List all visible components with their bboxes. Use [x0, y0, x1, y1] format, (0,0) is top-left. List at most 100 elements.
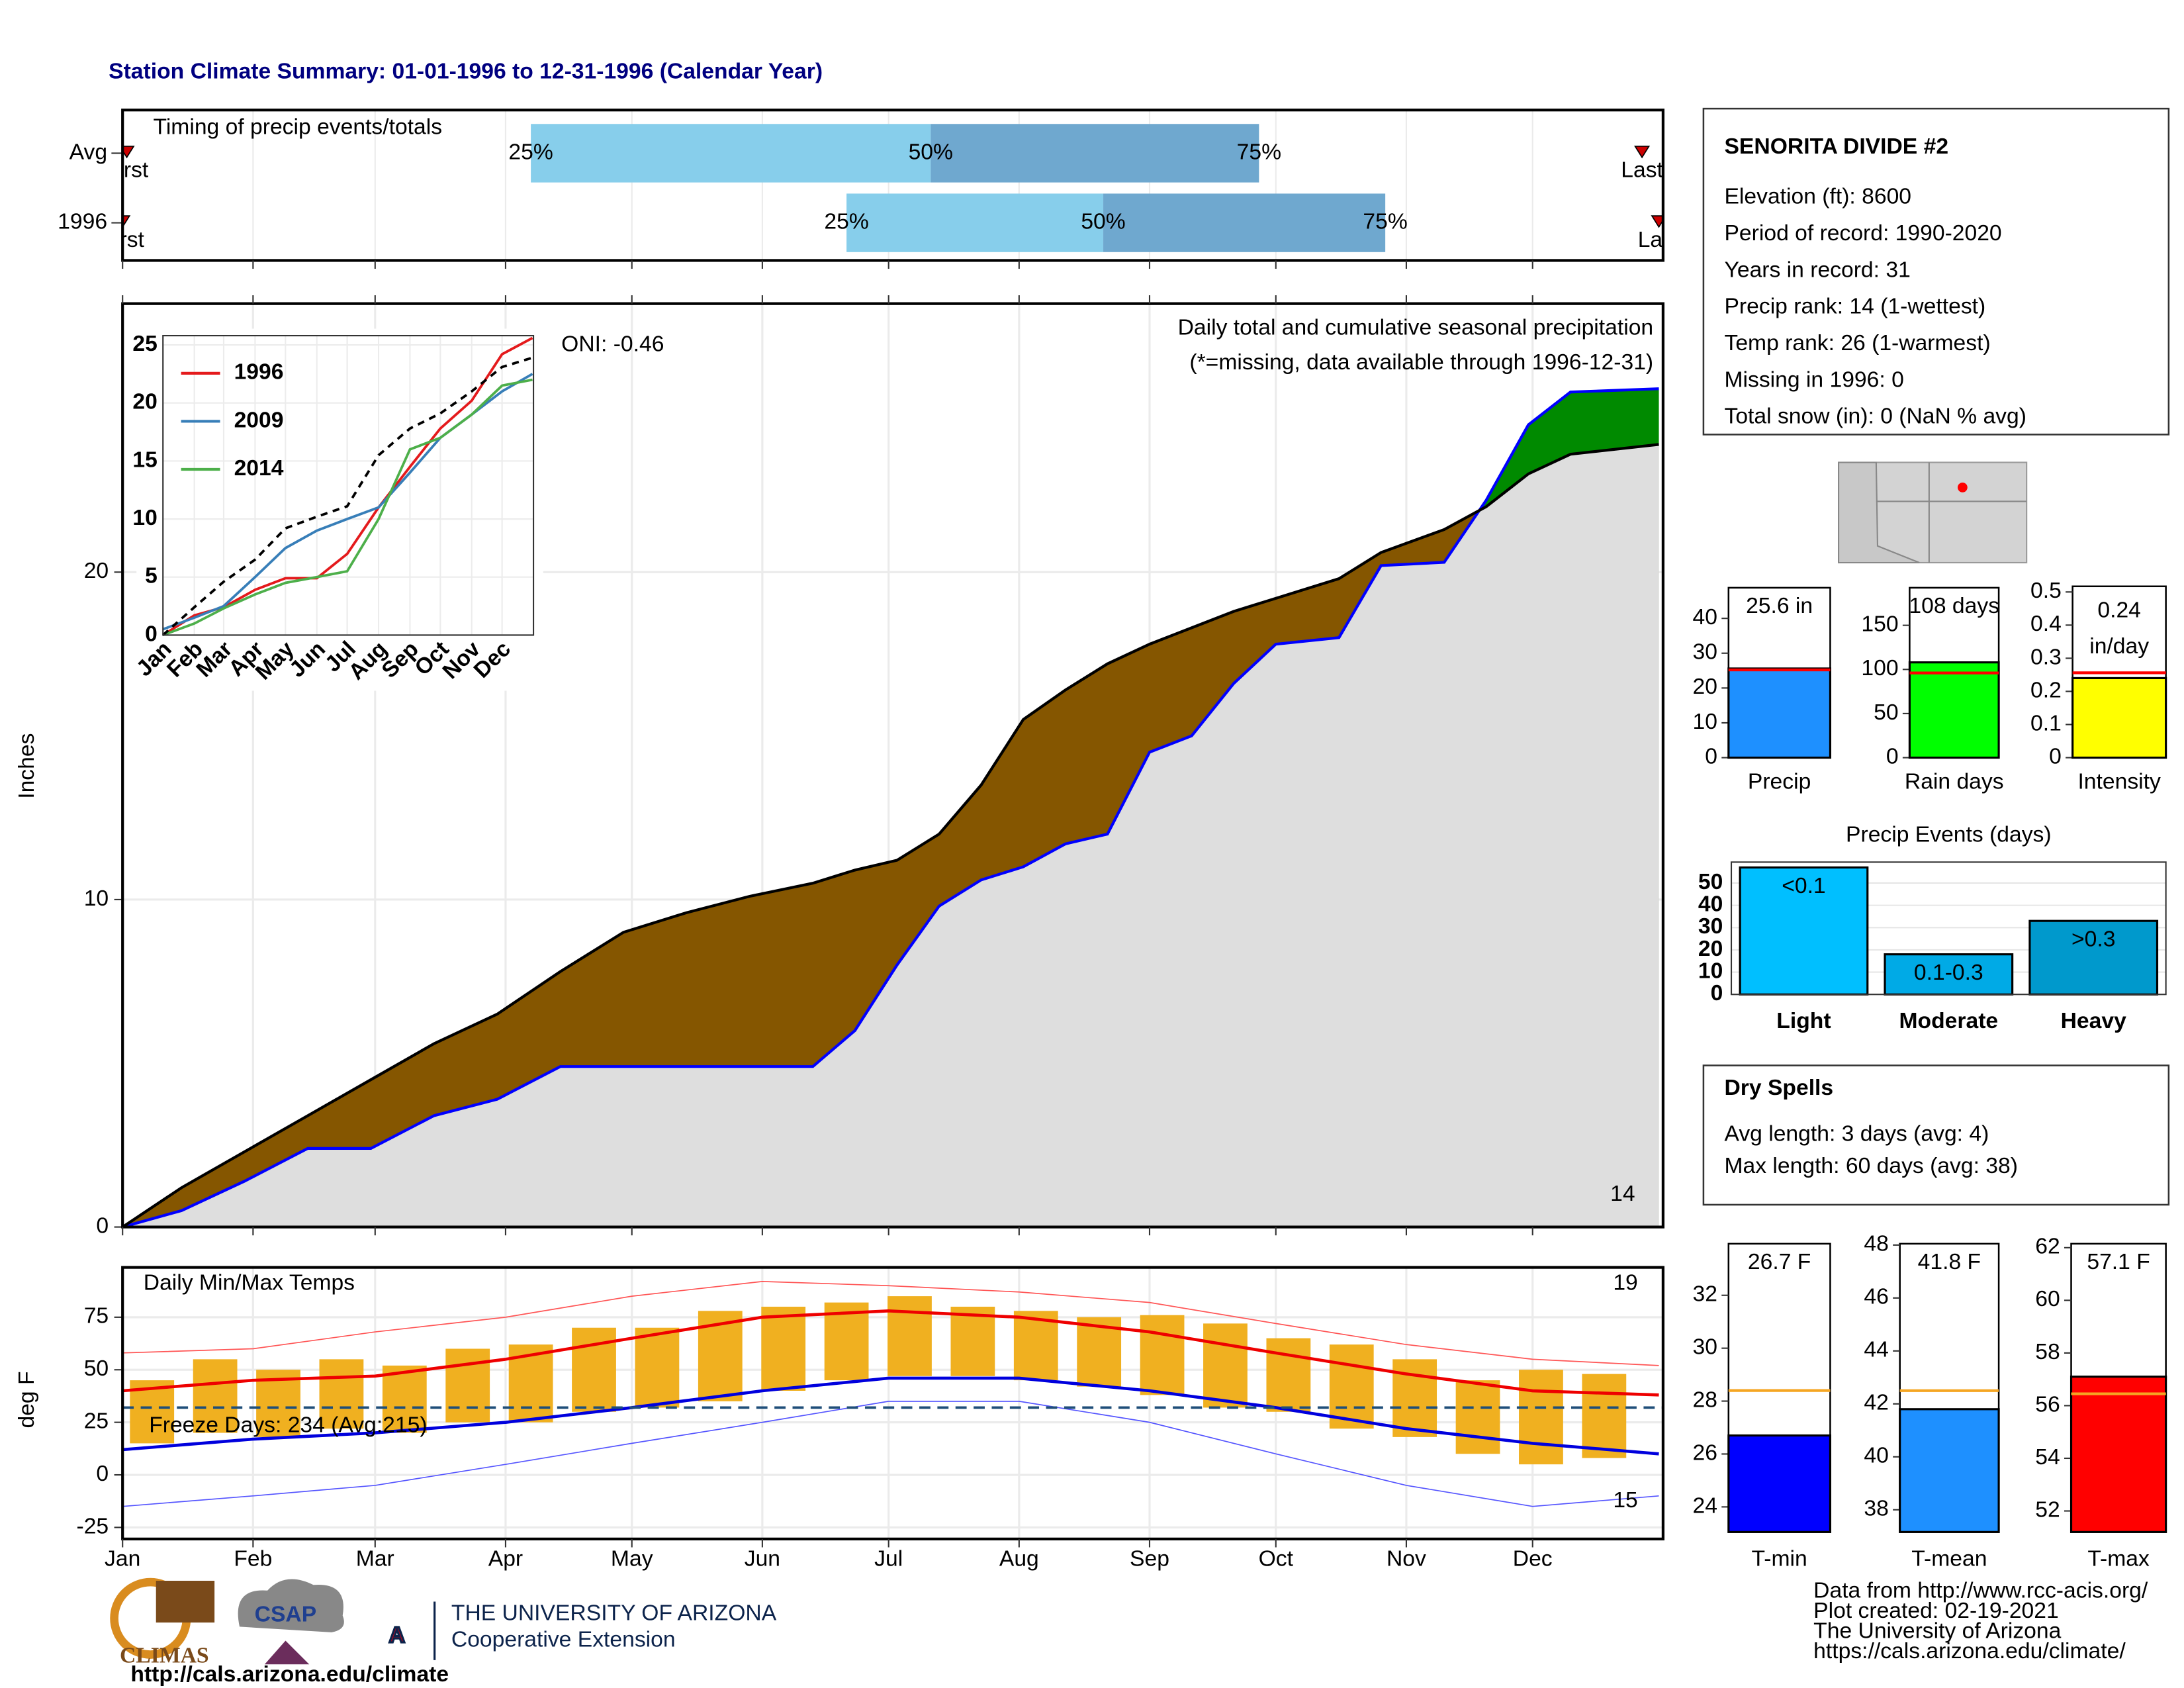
y-axis-label: deg F [15, 1371, 39, 1428]
quartile-label: 75% [1237, 140, 1281, 164]
y-tick-label: 30 [1698, 914, 1723, 939]
legend-label: 1996 [234, 360, 284, 385]
chart-title: Precip Events (days) [1846, 822, 2052, 847]
inset-line [161, 356, 533, 636]
y-axis-label: Inches [15, 733, 39, 799]
quartile-bar [531, 124, 931, 183]
y-tick-label: 50 [1698, 870, 1723, 894]
gauge-label: Precip [1748, 769, 1811, 794]
footer-line: https://cals.arizona.edu/climate/ [1813, 1639, 2126, 1664]
y-tick-label: 56 [2035, 1392, 2060, 1417]
dry-spells-line: Max length: 60 days (avg: 38) [1724, 1154, 2017, 1178]
temp-range-bar [382, 1365, 427, 1433]
min-note: 15 [1613, 1488, 1637, 1513]
x-tick-label: Jun [745, 1546, 780, 1571]
plot-frame [121, 302, 1664, 1229]
y-tick-label: 0.1 [2030, 711, 2062, 735]
base-area [122, 444, 1659, 1227]
x-tick-label: Aug [999, 1546, 1039, 1571]
gauge-bar [1727, 667, 1832, 759]
y-tick-label: 0.2 [2030, 678, 2062, 702]
y-tick-label: 10 [84, 886, 109, 911]
y-tick-label: 50 [84, 1356, 109, 1381]
x-tick-label: Mar [356, 1546, 394, 1571]
dry-spells-box [1702, 1064, 2170, 1206]
y-tick-label: 38 [1864, 1497, 1888, 1521]
y-tick-label: 100 [1861, 656, 1898, 680]
gauge-label: Rain days [1905, 769, 2004, 794]
station-line: Total snow (in): 0 (NaN % avg) [1724, 404, 2026, 429]
y-tick-label: 10 [132, 506, 157, 530]
gauge-label: T-min [1752, 1546, 1807, 1571]
gauge-bar [2071, 677, 2167, 759]
y-tick-label: 0 [145, 622, 158, 646]
station-box [1702, 107, 2170, 436]
temp-range-bar [1392, 1359, 1437, 1437]
oni-annotation: ONI: -0.46 [561, 332, 664, 357]
legend-label: 2014 [234, 456, 284, 481]
quartile-label: 25% [824, 210, 868, 234]
y-tick-label: 0 [1886, 744, 1899, 769]
station-line: Missing in 1996: 0 [1724, 367, 1903, 392]
x-tick-label: May [611, 1546, 653, 1571]
x-tick-label: Nov [1387, 1546, 1426, 1571]
station-name: SENORITA DIVIDE #2 [1724, 134, 1948, 159]
y-tick-label: 20 [1698, 937, 1723, 961]
y-tick-label: 54 [2035, 1445, 2060, 1470]
x-tick-label: Heavy [2061, 1009, 2126, 1033]
quartile-label: 50% [1081, 210, 1125, 234]
temp-range-bar [1329, 1344, 1374, 1429]
temp-range-bar [1582, 1374, 1627, 1458]
corner-note: 14 [1610, 1182, 1635, 1206]
gauge-bar [1727, 1434, 1832, 1533]
gauge-bar [1899, 1408, 2000, 1533]
timing-title: Timing of precip events/totals [154, 115, 443, 139]
temp-line [122, 1309, 1659, 1397]
y-tick-label: 62 [2035, 1235, 2060, 1259]
y-tick-label: 48 [1864, 1232, 1888, 1256]
y-tick-label: 25 [84, 1409, 109, 1434]
y-tick-label: 0 [1705, 744, 1717, 769]
gauge-label: Intensity [2077, 769, 2161, 794]
gauge-label: T-mean [1911, 1546, 1987, 1571]
y-tick-label: 10 [1698, 959, 1723, 983]
y-tick-label: 25 [132, 332, 157, 356]
y-tick-label: 20 [84, 559, 109, 583]
y-tick-label: 58 [2035, 1340, 2060, 1364]
quartile-label: 75% [1363, 210, 1407, 234]
y-tick-label: 46 [1864, 1285, 1888, 1309]
inset-frame [162, 335, 535, 636]
temp-range-bar [950, 1306, 995, 1376]
chart-subtitle: (*=missing, data available through 1996-… [1189, 350, 1653, 375]
plot-frame [121, 109, 1664, 262]
bar [1739, 866, 1869, 996]
footer-line: The University of Arizona [1813, 1619, 2061, 1644]
y-tick-label: 20 [1693, 675, 1717, 699]
plot-frame [1730, 861, 2167, 996]
temp-range-bar [1519, 1370, 1563, 1465]
temp-range-bar [761, 1306, 806, 1391]
x-tick-label: Jan [105, 1546, 140, 1571]
value-label: 57.1 F [2087, 1250, 2150, 1274]
y-tick-label: 40 [1693, 605, 1717, 630]
quartile-label: 25% [508, 140, 553, 164]
footer-line: Plot created: 02-19-2021 [1813, 1599, 2059, 1623]
y-tick-label: 75 [84, 1304, 109, 1329]
quartile-bar [846, 193, 1104, 252]
row-label: 1996 [58, 210, 107, 234]
y-tick-label: 0 [96, 1462, 109, 1486]
temp-range-bar [572, 1327, 616, 1412]
y-tick-label: 5 [145, 564, 158, 588]
cumulative-line [122, 387, 1659, 1229]
gauge-bar [2070, 1376, 2167, 1533]
freeze-annotation: Freeze Days: 234 (Avg:215) [149, 1413, 427, 1437]
y-tick-label: 0.5 [2030, 579, 2062, 603]
temp-line [122, 1376, 1659, 1456]
marker-label: Last [1638, 228, 1680, 252]
x-tick-label: Sep [1130, 1546, 1169, 1571]
y-tick-label: 40 [1698, 892, 1723, 917]
y-tick-label: 0 [96, 1213, 109, 1238]
temp-range-bar [1013, 1311, 1058, 1381]
y-tick-label: 60 [2035, 1287, 2060, 1311]
